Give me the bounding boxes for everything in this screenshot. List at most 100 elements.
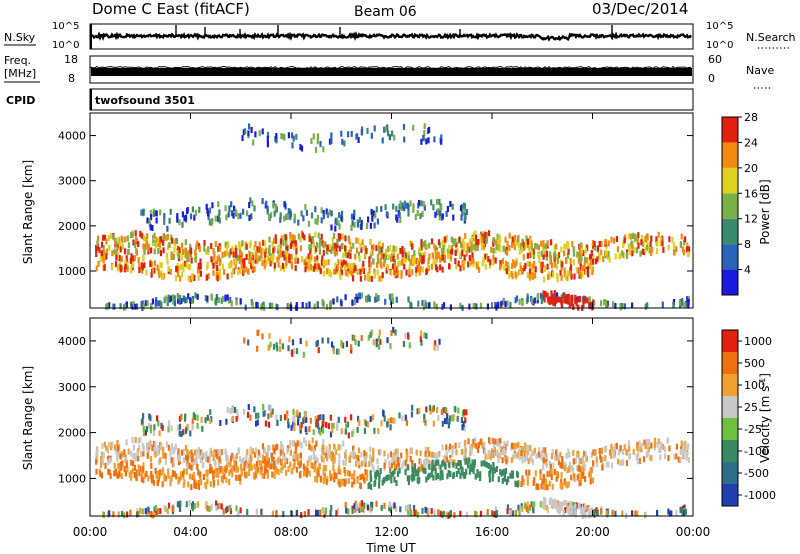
echo-cell	[539, 501, 542, 508]
echo-cell	[560, 478, 563, 485]
echo-cell	[160, 469, 163, 476]
echo-cell	[542, 447, 545, 454]
echo-cell	[389, 467, 392, 474]
echo-cell	[218, 245, 221, 252]
echo-cell	[330, 224, 333, 231]
echo-cell	[258, 460, 261, 466]
echo-cell	[176, 501, 179, 508]
echo-cell	[147, 243, 150, 250]
echo-cell	[333, 247, 336, 254]
echo-cell	[638, 440, 641, 447]
echo-cell	[268, 213, 271, 220]
echo-cell	[449, 304, 452, 311]
echo-cell	[412, 467, 415, 474]
echo-cell	[233, 465, 236, 472]
echo-cell	[299, 424, 302, 431]
echo-cell	[266, 469, 269, 476]
echo-cell	[149, 209, 152, 216]
echo-cell	[177, 454, 180, 461]
echo-cell	[528, 238, 531, 245]
echo-cell	[104, 462, 107, 469]
echo-cell	[277, 254, 280, 261]
echo-cell	[482, 447, 486, 454]
echo-cell	[572, 450, 575, 456]
echo-cell	[672, 242, 675, 249]
echo-cell	[445, 511, 448, 518]
echo-cell	[333, 454, 336, 461]
echo-cell	[343, 264, 347, 271]
echo-cell	[112, 303, 115, 310]
echo-cell	[325, 304, 329, 311]
echo-cell	[320, 259, 324, 266]
echo-cell	[191, 505, 194, 512]
echo-cell	[518, 454, 521, 461]
echo-cell	[661, 240, 664, 247]
echo-cell	[462, 238, 465, 245]
echo-cell	[446, 413, 449, 420]
echo-cell	[383, 502, 386, 509]
echo-cell	[511, 242, 514, 249]
x-tick-label: 08:00	[274, 525, 309, 539]
echo-cell	[307, 509, 310, 516]
echo-cell	[167, 473, 170, 480]
echo-cell	[637, 458, 640, 465]
echo-cell	[513, 446, 516, 453]
echo-cell	[111, 250, 114, 257]
echo-cell	[95, 265, 98, 272]
echo-cell	[570, 295, 573, 302]
echo-cell	[342, 259, 345, 266]
echo-cell	[331, 423, 334, 430]
echo-cell	[279, 238, 283, 245]
echo-cell	[196, 267, 200, 274]
echo-cell	[114, 261, 118, 268]
echo-cell	[177, 270, 180, 277]
echo-cell	[422, 241, 425, 248]
echo-cell	[522, 242, 525, 249]
echo-cell	[204, 248, 208, 255]
echo-cell	[567, 248, 570, 255]
echo-cell	[162, 452, 165, 459]
echo-cell	[309, 455, 312, 462]
echo-cell	[160, 302, 163, 309]
echo-cell	[330, 271, 333, 278]
echo-cell	[322, 478, 325, 485]
echo-cell	[316, 255, 319, 262]
echo-cell	[425, 243, 428, 250]
echo-cell	[213, 254, 216, 261]
echo-cell	[241, 240, 244, 247]
echo-cell	[360, 219, 363, 226]
echo-cell	[568, 302, 571, 309]
echo-cell	[210, 504, 213, 511]
echo-cell	[557, 454, 560, 461]
echo-cell	[376, 254, 379, 260]
echo-cell	[326, 248, 329, 255]
echo-cell	[442, 510, 445, 517]
echo-cell	[388, 134, 391, 141]
echo-cell	[634, 510, 637, 517]
echo-cell	[433, 136, 436, 143]
echo-cell	[322, 508, 325, 515]
echo-cell	[260, 460, 263, 467]
echo-cell	[580, 507, 583, 514]
echo-cell	[472, 257, 475, 264]
echo-cell	[687, 246, 691, 253]
echo-cell	[524, 446, 527, 453]
echo-cell	[160, 262, 163, 269]
echo-cell	[118, 471, 121, 478]
echo-cell	[316, 215, 319, 221]
echo-cell	[261, 472, 264, 479]
echo-cell	[660, 236, 663, 243]
echo-cell	[638, 458, 641, 464]
echo-cell	[301, 302, 304, 308]
echo-cell	[462, 202, 466, 209]
echo-cell	[249, 240, 252, 247]
echo-cell	[251, 260, 254, 266]
echo-cell	[143, 248, 146, 255]
echo-cell	[204, 456, 208, 462]
echo-cell	[151, 476, 154, 483]
echo-cell	[107, 441, 110, 448]
echo-cell	[336, 508, 340, 515]
echo-cell	[330, 341, 334, 348]
echo-cell	[380, 262, 383, 269]
echo-cell	[141, 267, 144, 274]
